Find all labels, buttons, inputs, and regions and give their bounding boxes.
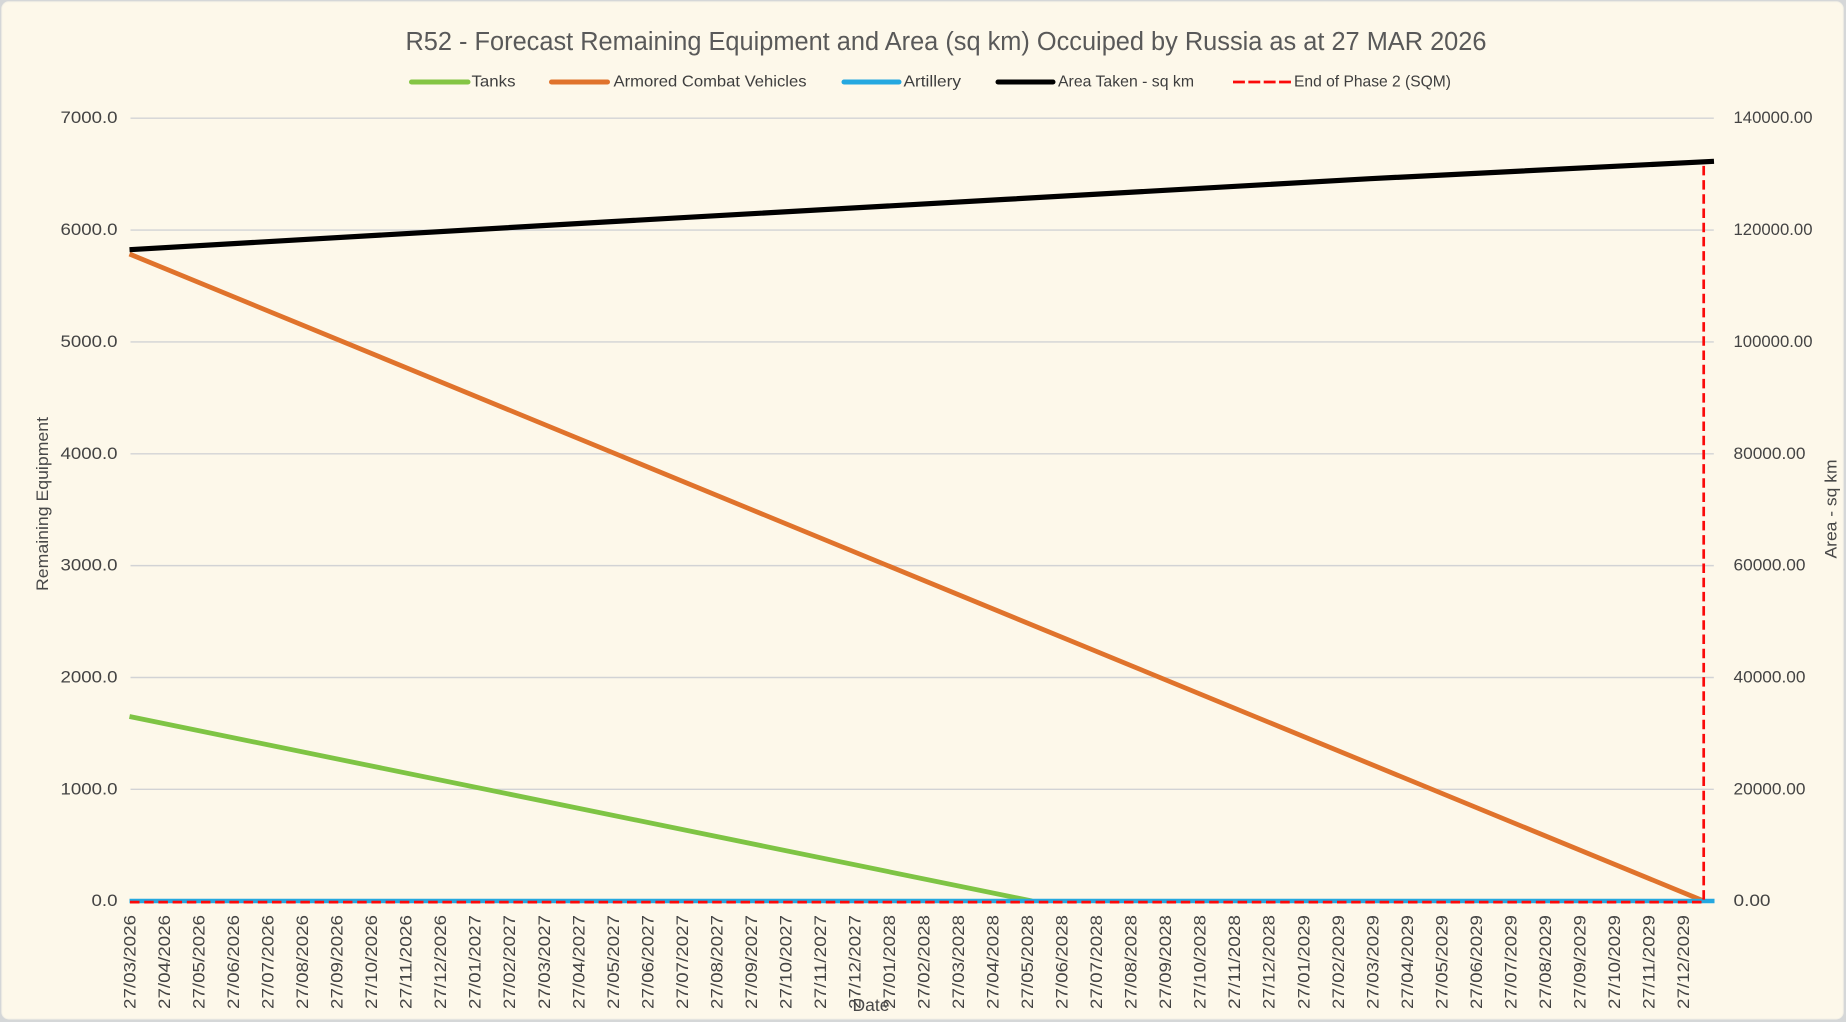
svg-text:27/08/2028: 27/08/2028 — [1123, 915, 1141, 1009]
svg-text:20000.00: 20000.00 — [1734, 780, 1806, 798]
svg-text:27/10/2028: 27/10/2028 — [1192, 915, 1210, 1009]
svg-text:100000.00: 100000.00 — [1734, 333, 1813, 351]
svg-text:Armored Combat Vehicles: Armored Combat Vehicles — [614, 74, 807, 91]
svg-text:27/04/2029: 27/04/2029 — [1399, 915, 1417, 1009]
svg-text:40000.00: 40000.00 — [1734, 669, 1806, 687]
svg-text:27/04/2028: 27/04/2028 — [985, 915, 1003, 1009]
svg-text:27/03/2026: 27/03/2026 — [122, 915, 140, 1009]
svg-text:27/06/2027: 27/06/2027 — [639, 915, 657, 1009]
svg-text:1000.0: 1000.0 — [61, 780, 118, 798]
svg-text:Area Taken - sq km: Area Taken - sq km — [1058, 74, 1194, 91]
svg-text:27/07/2026: 27/07/2026 — [260, 915, 278, 1009]
svg-text:2000.0: 2000.0 — [61, 669, 118, 687]
svg-text:27/09/2027: 27/09/2027 — [743, 915, 761, 1009]
svg-text:27/02/2027: 27/02/2027 — [501, 915, 519, 1009]
svg-text:27/11/2028: 27/11/2028 — [1226, 915, 1244, 1009]
svg-text:27/12/2027: 27/12/2027 — [846, 915, 864, 1009]
svg-text:60000.00: 60000.00 — [1734, 557, 1806, 575]
svg-text:27/05/2029: 27/05/2029 — [1433, 915, 1451, 1009]
svg-text:27/03/2028: 27/03/2028 — [950, 915, 968, 1009]
svg-text:27/09/2028: 27/09/2028 — [1157, 915, 1175, 1009]
svg-text:80000.00: 80000.00 — [1734, 445, 1806, 463]
svg-text:27/11/2027: 27/11/2027 — [812, 915, 830, 1009]
svg-text:140000.00: 140000.00 — [1734, 109, 1813, 127]
svg-text:0.00: 0.00 — [1734, 892, 1771, 910]
svg-text:27/07/2028: 27/07/2028 — [1088, 915, 1106, 1009]
svg-text:27/10/2027: 27/10/2027 — [777, 915, 795, 1009]
svg-text:R52 - Forecast Remaining Equip: R52 - Forecast Remaining Equipment and A… — [406, 28, 1487, 56]
svg-text:120000.00: 120000.00 — [1734, 221, 1813, 239]
svg-text:27/04/2027: 27/04/2027 — [570, 915, 588, 1009]
svg-text:27/08/2027: 27/08/2027 — [708, 915, 726, 1009]
svg-text:Date: Date — [853, 995, 890, 1015]
svg-text:27/06/2026: 27/06/2026 — [225, 915, 243, 1009]
svg-text:27/03/2029: 27/03/2029 — [1364, 915, 1382, 1009]
svg-text:27/01/2028: 27/01/2028 — [881, 915, 899, 1009]
svg-text:27/07/2029: 27/07/2029 — [1502, 915, 1520, 1009]
svg-text:Remaining Equipment: Remaining Equipment — [33, 417, 52, 591]
svg-text:Area - sq km: Area - sq km — [1822, 460, 1841, 559]
svg-text:27/02/2029: 27/02/2029 — [1330, 915, 1348, 1009]
svg-text:27/10/2026: 27/10/2026 — [363, 915, 381, 1009]
svg-text:27/11/2029: 27/11/2029 — [1640, 915, 1658, 1009]
svg-text:27/11/2026: 27/11/2026 — [398, 915, 416, 1009]
svg-text:27/01/2027: 27/01/2027 — [467, 915, 485, 1009]
svg-text:27/10/2029: 27/10/2029 — [1606, 915, 1624, 1009]
svg-text:27/02/2028: 27/02/2028 — [916, 915, 934, 1009]
svg-text:5000.0: 5000.0 — [61, 333, 118, 351]
svg-text:27/05/2027: 27/05/2027 — [605, 915, 623, 1009]
svg-text:End of Phase 2 (SQM): End of Phase 2 (SQM) — [1294, 74, 1451, 91]
svg-text:27/12/2026: 27/12/2026 — [432, 915, 450, 1009]
svg-text:27/06/2028: 27/06/2028 — [1054, 915, 1072, 1009]
svg-text:27/05/2026: 27/05/2026 — [191, 915, 209, 1009]
svg-text:6000.0: 6000.0 — [61, 221, 118, 239]
svg-text:7000.0: 7000.0 — [61, 109, 118, 127]
svg-text:27/12/2028: 27/12/2028 — [1261, 915, 1279, 1009]
svg-text:27/09/2029: 27/09/2029 — [1571, 915, 1589, 1009]
svg-text:27/08/2029: 27/08/2029 — [1537, 915, 1555, 1009]
svg-text:27/01/2029: 27/01/2029 — [1295, 915, 1313, 1009]
svg-text:Tanks: Tanks — [472, 74, 516, 91]
svg-text:27/06/2029: 27/06/2029 — [1468, 915, 1486, 1009]
svg-text:27/08/2026: 27/08/2026 — [294, 915, 312, 1009]
svg-text:27/09/2026: 27/09/2026 — [329, 915, 347, 1009]
svg-text:27/12/2029: 27/12/2029 — [1675, 915, 1693, 1009]
svg-text:Artillery: Artillery — [904, 74, 962, 91]
svg-text:27/05/2028: 27/05/2028 — [1019, 915, 1037, 1009]
svg-text:27/07/2027: 27/07/2027 — [674, 915, 692, 1009]
svg-text:4000.0: 4000.0 — [61, 445, 118, 463]
svg-text:3000.0: 3000.0 — [61, 557, 118, 575]
svg-text:0.0: 0.0 — [92, 892, 118, 910]
svg-text:27/04/2026: 27/04/2026 — [156, 915, 174, 1009]
svg-text:27/03/2027: 27/03/2027 — [536, 915, 554, 1009]
